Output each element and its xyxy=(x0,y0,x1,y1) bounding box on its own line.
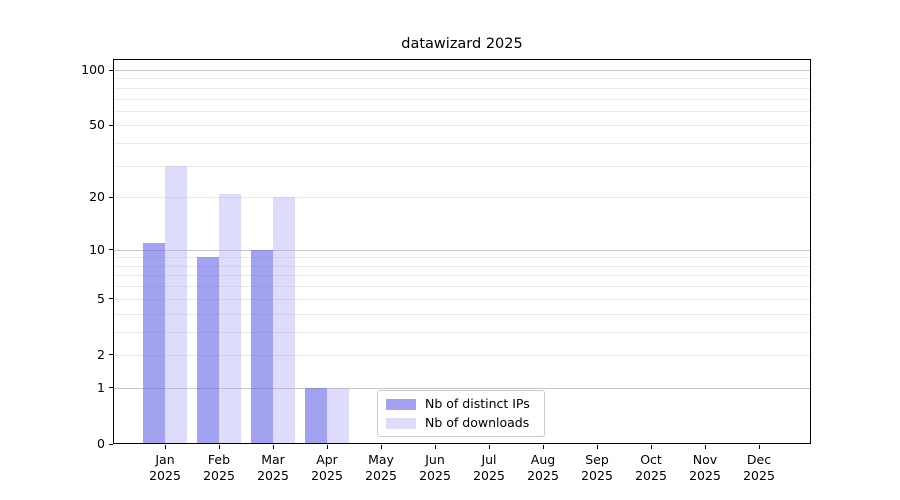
legend-label-distinct-ips: Nb of distinct IPs xyxy=(425,396,530,411)
x-tick-feb xyxy=(218,445,220,449)
minor-gridline-20 xyxy=(114,197,810,199)
bar-jan-nb-of-distinct-ips xyxy=(143,242,165,444)
minor-gridline-60 xyxy=(114,110,810,112)
x-tick-jan xyxy=(164,445,166,449)
minor-gridline-50 xyxy=(114,125,810,127)
legend-swatch-distinct-ips xyxy=(386,398,416,410)
x-tick-label-jun: Jun 2025 xyxy=(419,452,451,483)
y-tick-1 xyxy=(109,387,113,389)
legend-swatch-downloads xyxy=(386,417,416,429)
major-gridline-10 xyxy=(114,249,810,251)
bar-feb-nb-of-downloads xyxy=(219,193,241,444)
bar-mar-nb-of-downloads xyxy=(273,197,295,444)
x-tick-oct xyxy=(650,445,652,449)
x-tick-jul xyxy=(488,445,490,449)
x-tick-label-oct: Oct 2025 xyxy=(635,452,667,483)
x-tick-label-jul: Jul 2025 xyxy=(473,452,505,483)
legend-item-distinct-ips: Nb of distinct IPs xyxy=(386,397,536,411)
bar-mar-nb-of-distinct-ips xyxy=(251,249,273,444)
x-tick-label-aug: Aug 2025 xyxy=(527,452,559,483)
x-tick-label-apr: Apr 2025 xyxy=(311,452,343,483)
y-tick-label-0: 0 xyxy=(97,436,105,451)
x-tick-mar xyxy=(272,445,274,449)
minor-gridline-3 xyxy=(114,331,810,333)
y-tick-label-50: 50 xyxy=(89,117,105,133)
minor-gridline-6 xyxy=(114,286,810,288)
x-tick-label-nov: Nov 2025 xyxy=(689,452,721,483)
legend: Nb of distinct IPs Nb of downloads xyxy=(377,390,545,437)
major-gridline-100 xyxy=(114,70,810,71)
x-tick-aug xyxy=(542,445,544,449)
x-tick-jun xyxy=(434,445,436,449)
y-tick-label-100: 100 xyxy=(81,62,105,77)
chart-title: datawizard 2025 xyxy=(401,36,523,52)
y-tick-label-5: 5 xyxy=(97,290,105,306)
minor-gridline-40 xyxy=(114,143,810,145)
y-tick-5 xyxy=(109,298,113,300)
minor-gridline-30 xyxy=(114,165,810,167)
x-tick-label-jan: Jan 2025 xyxy=(149,452,181,483)
minor-gridline-5 xyxy=(114,298,810,300)
y-tick-100 xyxy=(109,69,113,71)
minor-gridline-90 xyxy=(114,78,810,80)
x-tick-nov xyxy=(704,445,706,449)
x-tick-sep xyxy=(596,445,598,449)
y-tick-0 xyxy=(109,443,113,445)
minor-gridline-2 xyxy=(114,354,810,356)
y-tick-label-20: 20 xyxy=(89,189,105,205)
minor-gridline-80 xyxy=(114,87,810,89)
y-tick-2 xyxy=(109,354,113,356)
x-tick-label-dec: Dec 2025 xyxy=(743,452,775,483)
legend-label-downloads: Nb of downloads xyxy=(425,415,530,430)
y-tick-label-1: 1 xyxy=(97,379,105,395)
bar-apr-nb-of-downloads xyxy=(327,387,349,444)
x-tick-label-feb: Feb 2025 xyxy=(203,452,235,483)
minor-gridline-70 xyxy=(114,98,810,100)
x-tick-label-sep: Sep 2025 xyxy=(581,452,613,483)
legend-item-downloads: Nb of downloads xyxy=(386,416,536,430)
y-tick-50 xyxy=(109,124,113,126)
minor-gridline-9 xyxy=(114,257,810,259)
x-tick-label-may: May 2025 xyxy=(365,452,397,483)
x-tick-may xyxy=(380,445,382,449)
y-tick-label-2: 2 xyxy=(97,346,105,362)
bar-feb-nb-of-distinct-ips xyxy=(197,257,219,444)
y-tick-10 xyxy=(109,249,113,251)
y-tick-20 xyxy=(109,196,113,198)
x-tick-apr xyxy=(326,445,328,449)
minor-gridline-7 xyxy=(114,275,810,277)
minor-gridline-4 xyxy=(114,313,810,315)
major-gridline-1 xyxy=(114,387,810,389)
y-tick-label-10: 10 xyxy=(89,241,105,257)
minor-gridline-8 xyxy=(114,265,810,267)
x-tick-dec xyxy=(758,445,760,449)
bar-apr-nb-of-distinct-ips xyxy=(305,387,327,444)
bar-jan-nb-of-downloads xyxy=(165,165,187,444)
x-tick-label-mar: Mar 2025 xyxy=(257,452,289,483)
